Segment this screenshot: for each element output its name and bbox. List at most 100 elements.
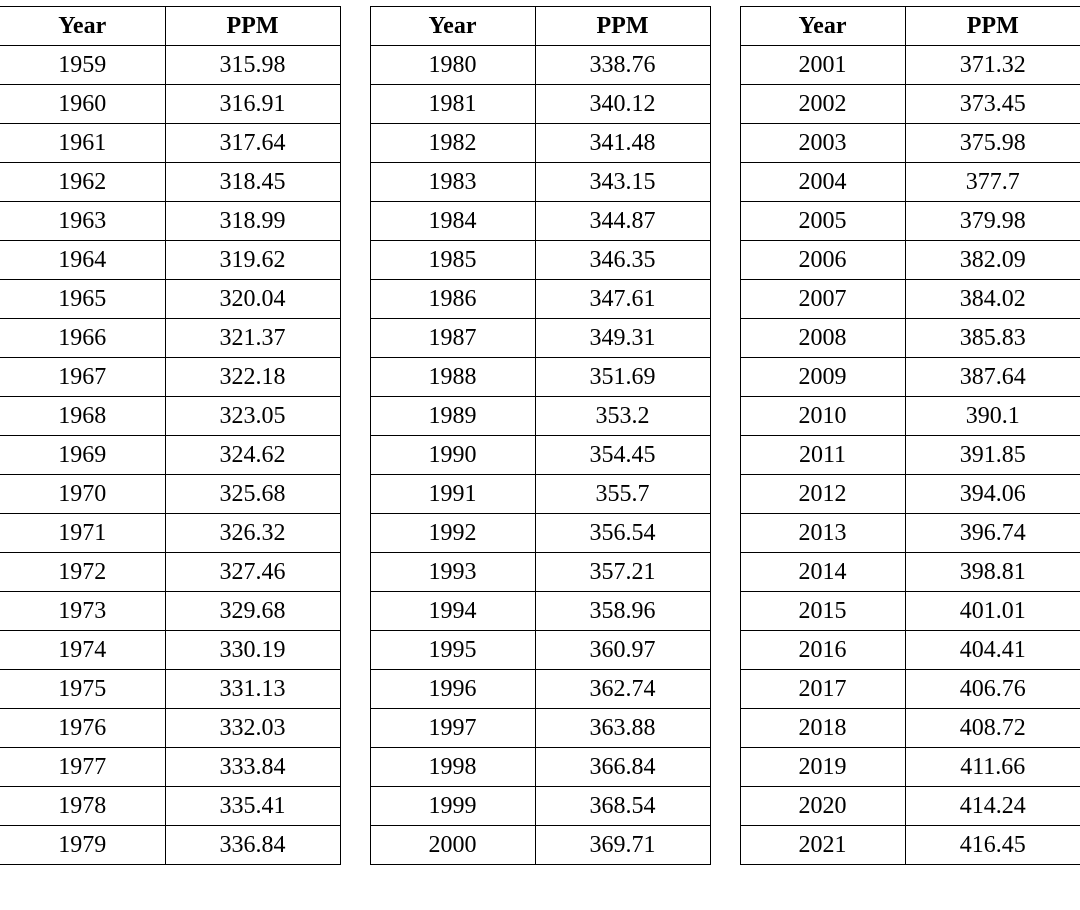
cell-ppm: 406.76 [905,670,1080,709]
cell-year: 1987 [370,319,535,358]
column-gap [710,436,740,475]
cell-ppm: 330.19 [165,631,340,670]
cell-ppm: 404.41 [905,631,1080,670]
cell-ppm: 391.85 [905,436,1080,475]
cell-year: 1991 [370,475,535,514]
cell-year: 1963 [0,202,165,241]
column-gap [340,241,370,280]
cell-year: 2002 [740,85,905,124]
cell-ppm: 387.64 [905,358,1080,397]
column-gap [340,514,370,553]
table-row: 1978335.411999368.542020414.24 [0,787,1080,826]
col-header-ppm: PPM [905,7,1080,46]
cell-year: 1979 [0,826,165,865]
column-gap [340,631,370,670]
table-header-row: Year PPM Year PPM Year PPM [0,7,1080,46]
cell-ppm: 341.48 [535,124,710,163]
cell-year: 2017 [740,670,905,709]
column-gap [710,124,740,163]
column-gap [340,826,370,865]
cell-ppm: 316.91 [165,85,340,124]
cell-year: 1986 [370,280,535,319]
table-row: 1965320.041986347.612007384.02 [0,280,1080,319]
cell-year: 1962 [0,163,165,202]
cell-ppm: 319.62 [165,241,340,280]
cell-year: 1993 [370,553,535,592]
col-header-year: Year [370,7,535,46]
column-gap [710,709,740,748]
cell-ppm: 368.54 [535,787,710,826]
cell-ppm: 394.06 [905,475,1080,514]
cell-year: 1985 [370,241,535,280]
column-gap [710,241,740,280]
cell-ppm: 384.02 [905,280,1080,319]
column-gap [340,670,370,709]
cell-ppm: 398.81 [905,553,1080,592]
cell-ppm: 343.15 [535,163,710,202]
cell-year: 1971 [0,514,165,553]
cell-ppm: 401.01 [905,592,1080,631]
cell-ppm: 321.37 [165,319,340,358]
cell-ppm: 329.68 [165,592,340,631]
table-row: 1959315.981980338.762001371.32 [0,46,1080,85]
cell-ppm: 373.45 [905,85,1080,124]
cell-year: 2004 [740,163,905,202]
cell-year: 1969 [0,436,165,475]
table-row: 1973329.681994358.962015401.01 [0,592,1080,631]
cell-ppm: 317.64 [165,124,340,163]
cell-ppm: 353.2 [535,397,710,436]
cell-ppm: 371.32 [905,46,1080,85]
cell-ppm: 326.32 [165,514,340,553]
column-gap [340,553,370,592]
column-gap [710,787,740,826]
cell-year: 1984 [370,202,535,241]
cell-year: 2005 [740,202,905,241]
table-row: 1969324.621990354.452011391.85 [0,436,1080,475]
cell-ppm: 327.46 [165,553,340,592]
cell-year: 2015 [740,592,905,631]
column-gap [710,397,740,436]
cell-ppm: 356.54 [535,514,710,553]
cell-ppm: 323.05 [165,397,340,436]
column-gap [710,163,740,202]
column-gap [340,124,370,163]
column-gap [710,46,740,85]
column-gap [340,163,370,202]
cell-year: 1990 [370,436,535,475]
cell-year: 1983 [370,163,535,202]
cell-ppm: 396.74 [905,514,1080,553]
table-row: 1974330.191995360.972016404.41 [0,631,1080,670]
cell-year: 2011 [740,436,905,475]
cell-year: 1998 [370,748,535,787]
cell-year: 1973 [0,592,165,631]
cell-year: 2013 [740,514,905,553]
cell-ppm: 336.84 [165,826,340,865]
cell-year: 1965 [0,280,165,319]
column-gap [340,46,370,85]
cell-year: 2006 [740,241,905,280]
cell-year: 1960 [0,85,165,124]
cell-year: 2001 [740,46,905,85]
table-row: 1979336.842000369.712021416.45 [0,826,1080,865]
cell-year: 1959 [0,46,165,85]
cell-ppm: 363.88 [535,709,710,748]
column-gap [710,7,740,46]
column-gap [710,553,740,592]
cell-year: 1995 [370,631,535,670]
cell-ppm: 408.72 [905,709,1080,748]
cell-ppm: 322.18 [165,358,340,397]
column-gap [340,319,370,358]
cell-ppm: 385.83 [905,319,1080,358]
cell-year: 1982 [370,124,535,163]
column-gap [340,592,370,631]
table-row: 1963318.991984344.872005379.98 [0,202,1080,241]
col-header-year: Year [0,7,165,46]
cell-ppm: 360.97 [535,631,710,670]
column-gap [710,280,740,319]
column-gap [340,787,370,826]
cell-ppm: 355.7 [535,475,710,514]
cell-year: 1975 [0,670,165,709]
cell-year: 2000 [370,826,535,865]
column-gap [710,475,740,514]
cell-year: 1972 [0,553,165,592]
